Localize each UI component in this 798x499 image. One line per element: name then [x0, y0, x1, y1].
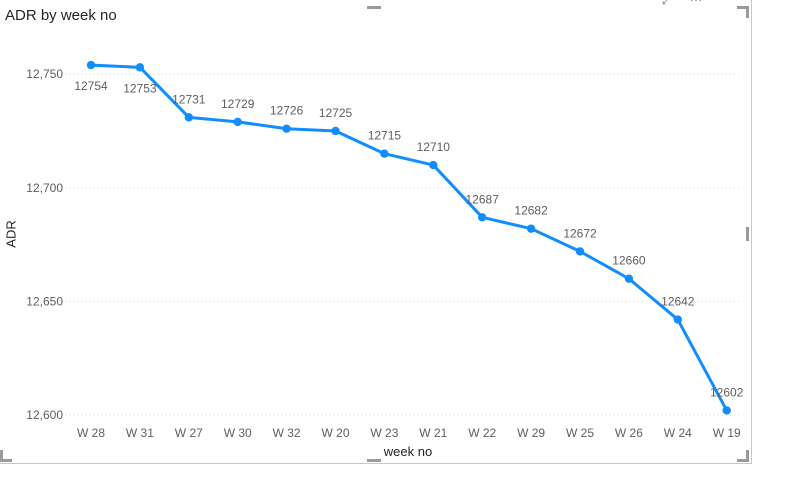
data-label: 12726 — [270, 104, 304, 118]
data-point[interactable] — [135, 63, 145, 72]
x-tick-label: W 28 — [77, 426, 105, 440]
focus-mode-icon[interactable]: ⤢ — [662, 0, 672, 7]
resize-handle-bottom-right[interactable] — [737, 459, 749, 462]
x-tick-label: W 20 — [321, 426, 349, 440]
more-options-icon[interactable]: ⋯ — [690, 0, 702, 7]
chart-title: ADR by week no — [5, 7, 117, 24]
x-tick-label: W 32 — [273, 426, 301, 440]
x-tick-label: W 31 — [126, 426, 154, 440]
x-axis-ticks: W 28 W 31 W 27 W 30 W 32 W 20 W 23 W 21 W 22 W 29… — [77, 426, 741, 440]
data-point[interactable] — [86, 60, 96, 70]
resize-handle-top[interactable] — [367, 6, 381, 9]
x-tick-label: W 26 — [615, 426, 643, 440]
data-label: 12672 — [563, 226, 597, 240]
data-point[interactable] — [624, 274, 634, 283]
resize-handle-top-right[interactable] — [746, 6, 749, 18]
data-label: 12687 — [466, 192, 500, 206]
resize-handle-top-right[interactable] — [737, 6, 749, 9]
x-axis-title: week no — [383, 444, 433, 459]
data-label: 12642 — [661, 295, 695, 309]
data-label: 12660 — [612, 254, 646, 268]
data-labels: 12754 12753 12731 12729 12726 12725 12715 12710… — [74, 79, 743, 399]
data-label: 12729 — [221, 97, 255, 111]
data-label: 12725 — [319, 106, 353, 120]
y-tick-label: 12,700 — [26, 181, 63, 195]
data-label: 12715 — [368, 129, 402, 143]
resize-handle-bottom[interactable] — [367, 459, 381, 462]
x-tick-label: W 27 — [175, 426, 203, 440]
data-point[interactable] — [282, 124, 291, 133]
data-label: 12754 — [74, 79, 108, 93]
gridlines — [66, 73, 742, 416]
x-tick-label: W 25 — [566, 426, 594, 440]
data-point[interactable] — [575, 247, 585, 256]
resize-handle-bottom-left[interactable] — [0, 459, 12, 462]
line-chart-visual[interactable]: ⤢ ⋯ ADR by week no ADR week no 12,600 12,… — [0, 0, 752, 464]
data-label: 12602 — [710, 385, 744, 399]
data-points[interactable] — [86, 60, 731, 415]
x-tick-label: W 24 — [664, 426, 692, 440]
resize-handle-right[interactable] — [746, 227, 749, 241]
data-point[interactable] — [722, 406, 731, 415]
data-point[interactable] — [526, 224, 536, 233]
y-tick-label: 12,750 — [26, 67, 63, 81]
data-point[interactable] — [673, 315, 682, 324]
y-tick-label: 12,650 — [26, 294, 63, 308]
data-point[interactable] — [380, 149, 389, 158]
data-point[interactable] — [233, 117, 242, 127]
x-tick-label: W 22 — [468, 426, 496, 440]
data-point[interactable] — [184, 113, 193, 122]
x-tick-label: W 19 — [713, 426, 741, 440]
x-tick-label: W 23 — [370, 426, 398, 440]
y-axis-ticks: 12,600 12,650 12,700 12,750 — [26, 67, 63, 422]
x-tick-label: W 21 — [419, 426, 447, 440]
x-tick-label: W 29 — [517, 426, 545, 440]
resize-handle-bottom-left[interactable] — [0, 450, 3, 462]
data-point[interactable] — [429, 160, 438, 170]
data-label: 12682 — [514, 204, 548, 218]
data-point[interactable] — [478, 213, 487, 222]
series-line — [89, 63, 729, 412]
plot-area: 12,600 12,650 12,700 12,750 W 28 W 31 W 27 W 3… — [26, 60, 744, 440]
y-tick-label: 12,600 — [26, 408, 63, 422]
data-label: 12710 — [417, 140, 451, 154]
data-label: 12731 — [172, 92, 206, 106]
data-label: 12753 — [123, 81, 157, 95]
resize-handle-bottom-right[interactable] — [746, 450, 749, 462]
data-point[interactable] — [331, 126, 340, 136]
x-tick-label: W 30 — [224, 426, 252, 440]
